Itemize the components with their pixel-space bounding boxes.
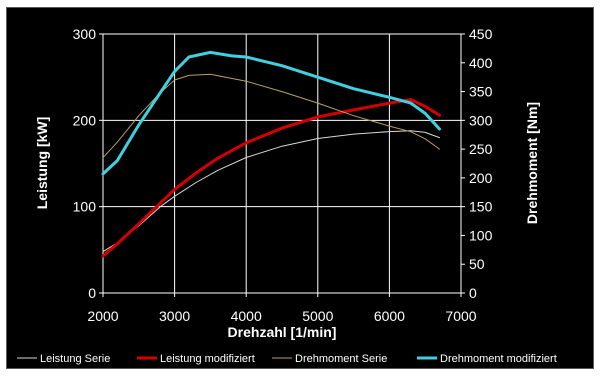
legend-label: Drehmoment modifiziert <box>440 353 557 365</box>
x-tick-label: 5000 <box>302 308 333 324</box>
y-right-tick-label: 50 <box>469 256 485 272</box>
y-left-tick-label: 100 <box>73 199 97 215</box>
y-right-tick-label: 200 <box>469 170 493 186</box>
y-right-tick-label: 150 <box>469 199 493 215</box>
y-right-tick-label: 100 <box>469 227 493 243</box>
plot-area-border <box>102 33 462 294</box>
series-line-3 <box>101 50 441 176</box>
legend: Leistung Serie Leistung modifiziert Drehmo… <box>17 353 557 365</box>
legend-label: Drehmoment Serie <box>295 353 387 365</box>
y-right-tick-label: 0 <box>469 285 477 301</box>
x-axis-title: Drehzahl [1/min] <box>228 324 337 340</box>
x-tick-label: 6000 <box>374 308 405 324</box>
y-axis-left-title: Leistung [kW] <box>34 117 50 210</box>
series-line-0 <box>102 130 440 253</box>
series-line-2 <box>102 73 440 159</box>
y-axis-right-title: Drehmoment [Nm] <box>524 102 540 224</box>
y-right-tick-label: 300 <box>469 112 493 128</box>
engine-performance-chart: 2000 3000 4000 5000 6000 70000100200300050100… <box>17 26 557 365</box>
y-right-tick-label: 400 <box>469 55 493 71</box>
y-left-tick-label: 300 <box>73 26 97 42</box>
grid <box>99 33 465 297</box>
x-tick-label: 3000 <box>159 308 190 324</box>
y-right-tick-label: 350 <box>469 84 493 100</box>
x-tick-label: 7000 <box>445 308 476 324</box>
tick-labels: 2000 3000 4000 5000 6000 70000100200300050100… <box>73 26 493 324</box>
y-right-tick-label: 450 <box>469 26 493 42</box>
chart-frame: 2000 3000 4000 5000 6000 7000 0 100 200 300 0 50 100… <box>6 7 594 369</box>
y-left-tick-label: 0 <box>88 285 96 301</box>
legend-label: Leistung modifiziert <box>160 353 255 365</box>
x-tick-label: 2000 <box>87 308 118 324</box>
x-tick-label: 4000 <box>231 308 262 324</box>
legend-label: Leistung Serie <box>40 353 110 365</box>
y-right-tick-label: 250 <box>469 141 493 157</box>
series-lines <box>101 50 441 258</box>
y-left-tick-label: 200 <box>73 112 97 128</box>
